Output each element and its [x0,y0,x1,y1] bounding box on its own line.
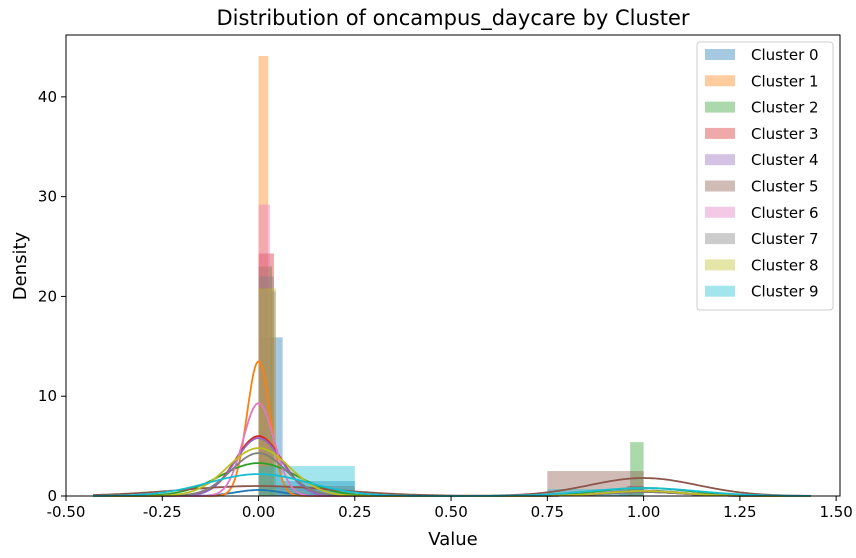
legend-label-cluster-1: Cluster 1 [751,72,819,90]
legend-label-cluster-3: Cluster 3 [751,125,819,143]
legend-label-cluster-9: Cluster 9 [751,283,819,301]
legend-label-cluster-0: Cluster 0 [751,46,819,64]
x-tick-label: 0.50 [434,503,467,521]
legend-swatch-cluster-6 [705,206,735,218]
y-axis: 0 10 20 30 40 [38,88,66,505]
chart-title: Distribution of oncampus_daycare by Clus… [217,6,690,31]
plot-frame [65,34,841,497]
bar-cluster-1-1 [633,491,644,496]
x-tick-label: 0.25 [338,503,371,521]
bar-cluster-6-1 [632,491,644,496]
bar-cluster-2-1 [630,442,644,496]
legend-swatch-cluster-2 [705,101,735,113]
bar-cluster-3-0 [258,253,274,496]
x-tick-label: -0.25 [143,503,182,521]
legend-swatch-cluster-4 [705,154,735,166]
y-tick-label: 0 [47,487,57,505]
legend-swatch-cluster-5 [705,180,735,192]
y-tick-label: 40 [38,88,57,106]
legend-swatch-cluster-7 [705,233,735,245]
legend-label-cluster-5: Cluster 5 [751,178,819,196]
legend-frame [696,41,834,311]
legend-label-cluster-6: Cluster 6 [751,204,819,222]
bar-cluster-6-0 [258,204,271,497]
legend-swatch-cluster-3 [705,127,735,139]
y-axis-label: Density [10,231,31,300]
legend: Cluster 0 Cluster 1 Cluster 2 Cluster 3 Clus… [696,41,834,311]
x-tick-label: 0.75 [531,503,564,521]
legend-label-cluster-8: Cluster 8 [751,256,819,274]
legend-swatch-cluster-0 [705,49,735,60]
x-axis: -0.50 -0.25 0.00 0.25 0.50 0.75 1.00 1.25 1.50 [47,496,853,521]
bar-cluster-1-0 [258,55,269,497]
x-tick-label: -0.50 [47,503,86,521]
legend-label-cluster-2: Cluster 2 [751,99,819,117]
x-tick-label: 0.00 [242,503,275,521]
y-tick-label: 10 [38,387,57,405]
y-tick-label: 20 [38,287,57,305]
legend-label-cluster-7: Cluster 7 [751,230,819,248]
x-axis-label: Value [428,529,477,550]
legend-swatch-cluster-9 [705,285,735,297]
x-tick-label: 1.00 [627,503,660,521]
x-tick-label: 1.25 [723,503,756,521]
y-tick-label: 30 [38,188,57,206]
legend-swatch-cluster-1 [705,75,735,87]
bar-cluster-9-1 [547,489,644,496]
legend-label-cluster-4: Cluster 4 [751,151,819,169]
legend-swatch-cluster-8 [705,259,735,271]
bar-cluster-5-0 [258,486,355,496]
x-tick-label: 1.50 [819,503,852,521]
